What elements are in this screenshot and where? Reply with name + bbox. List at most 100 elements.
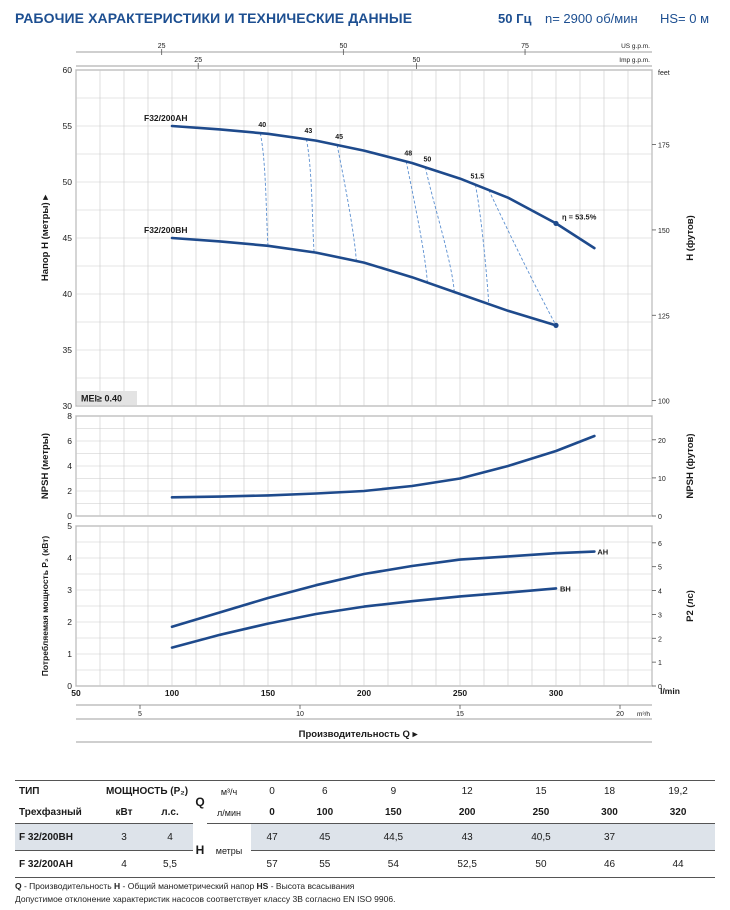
q-lmin-cell: 100 <box>293 802 357 824</box>
power-label-bh: BH <box>560 584 571 593</box>
m3h-tick-label: 20 <box>616 711 624 718</box>
head-ylabel-right: H (футов) <box>685 215 696 261</box>
efficiency-line <box>405 161 428 283</box>
footnote-hs: HS <box>256 881 269 891</box>
q-lmin-cell: 200 <box>430 802 505 824</box>
efficiency-label: 43 <box>305 128 313 135</box>
x-tick-label: 200 <box>357 688 371 698</box>
q-m3h-cell: 15 <box>504 780 578 802</box>
q-lmin-cell: 250 <box>504 802 578 824</box>
table-row: F 32/200AH 4 5,5 57 55 54 52,5 50 46 44 <box>15 850 715 878</box>
q-m3h-cell: 0 <box>251 780 294 802</box>
power-ytick-label: 4 <box>67 553 72 563</box>
efficiency-label: 40 <box>258 122 266 129</box>
head-value: 52,5 <box>430 850 505 878</box>
power-ylabel: Потребляемая мощность P₂ (кВт) <box>40 536 50 677</box>
npsh-right-tick-label: 10 <box>658 476 666 483</box>
x-tick-label: 300 <box>549 688 563 698</box>
power-label-ah: AH <box>597 548 608 557</box>
head-ytick-label: 45 <box>63 233 73 243</box>
imp-gpm-tick-label: 25 <box>194 57 202 64</box>
head-value: 44 <box>641 850 715 878</box>
power-ytick-label: 0 <box>67 681 72 691</box>
npsh-ylabel-right: NPSH (футов) <box>685 433 696 498</box>
frequency-label: 50 Гц <box>498 11 532 26</box>
efficiency-line <box>305 139 315 253</box>
head-value: 45 <box>293 823 357 851</box>
table-header-row: ТИП МОЩНОСТЬ (P₂) Q м³/ч 0 6 9 12 15 18 … <box>15 780 715 824</box>
mei-label: MEI≥ 0.40 <box>81 394 122 404</box>
head-ytick-label: 40 <box>63 289 73 299</box>
footnote-h-text: - Общий манометрический напор <box>120 881 257 891</box>
head-ytick-label: 50 <box>63 177 73 187</box>
npsh-ytick-label: 6 <box>67 436 72 446</box>
head-ytick-label: 30 <box>63 401 73 411</box>
q-lmin-cell: 320 <box>641 802 715 824</box>
npsh-ytick-label: 0 <box>67 511 72 521</box>
footnote-q: Q <box>15 881 22 891</box>
power-right-tick-label: 1 <box>658 660 662 667</box>
head-value: 37 <box>577 823 642 851</box>
power-hp: 4 <box>147 823 193 851</box>
head-curve-ah <box>170 124 596 250</box>
eta-label: η = 53.5% <box>562 212 597 221</box>
head-ytick-label: 35 <box>63 345 73 355</box>
us-gpm-tick-label: 50 <box>339 43 347 50</box>
npsh-right-tick-label: 20 <box>658 438 666 445</box>
head-curve-bh <box>170 236 558 327</box>
footnote-tolerance: Допустимое отклонение характеристик насо… <box>15 894 396 904</box>
performance-table: ТИП МОЩНОСТЬ (P₂) Q м³/ч 0 6 9 12 15 18 … <box>15 780 715 878</box>
power-right-tick-label: 3 <box>658 612 662 619</box>
power-curve-ah <box>170 550 596 629</box>
head-ylabel: Напор H (метры) ▸ <box>40 194 51 281</box>
head-right-tick-label: 125 <box>658 313 670 320</box>
power-kw: 3 <box>101 823 147 851</box>
head-value: 40,5 <box>504 823 578 851</box>
power-right-tick-label: 5 <box>658 565 662 572</box>
m3h-tick-label: 10 <box>296 711 304 718</box>
q-m3h-cell: 19,2 <box>641 780 715 802</box>
head-value <box>641 823 715 851</box>
q-m3h-cell: 9 <box>356 780 431 802</box>
table-subheader-row: Трехфазный кВт л.с. л/мин 0 100 150 200 … <box>15 802 715 824</box>
table-row: F 32/200BH 3 4 H метры 47 45 44,5 43 40,… <box>15 823 715 878</box>
efficiency-label: 50 <box>424 156 432 163</box>
suction-height-label: HS= 0 м <box>660 11 710 26</box>
head-right-tick-label: 150 <box>658 228 670 235</box>
speed-label: n= 2900 об/мин <box>545 11 638 26</box>
efficiency-label: 51.5 <box>471 174 485 181</box>
model-name: F 32/200BH <box>15 823 101 851</box>
footnote-q-text: - Производительность <box>21 881 115 891</box>
head-value: 47 <box>251 823 294 851</box>
col-hp: л.с. <box>147 802 193 824</box>
head-value: 55 <box>293 850 357 878</box>
feet-unit-label: feet <box>658 70 670 77</box>
head-value: 46 <box>577 850 642 878</box>
x-unit-label: l/min <box>660 686 680 696</box>
us-gpm-tick-label: 75 <box>521 43 529 50</box>
efficiency-line <box>474 184 490 305</box>
m3h-tick-label: 15 <box>456 711 464 718</box>
power-right-tick-label: 0 <box>658 684 662 691</box>
imp-gpm-unit: Imp g.p.m. <box>619 57 650 64</box>
us-gpm-unit: US g.p.m. <box>621 43 650 50</box>
power-right-tick-label: 2 <box>658 636 662 643</box>
m3h-unit-label: m³/h <box>637 711 650 718</box>
efficiency-line <box>424 167 455 293</box>
power-right-tick-label: 4 <box>658 589 662 596</box>
mei-box <box>77 391 137 405</box>
h-symbol: H <box>193 823 207 878</box>
power-ytick-label: 5 <box>67 521 72 531</box>
npsh-curve <box>170 434 596 499</box>
power-ytick-label: 1 <box>67 649 72 659</box>
npsh-ytick-label: 2 <box>67 486 72 496</box>
npsh-ylabel: NPSH (метры) <box>40 433 51 499</box>
eta-line <box>488 189 557 326</box>
head-ytick-label: 55 <box>63 121 73 131</box>
power-hp: 5,5 <box>147 850 193 878</box>
x-tick-label: 150 <box>261 688 275 698</box>
head-value: 44,5 <box>356 823 431 851</box>
us-gpm-tick-label: 25 <box>158 43 166 50</box>
efficiency-line <box>259 133 269 246</box>
